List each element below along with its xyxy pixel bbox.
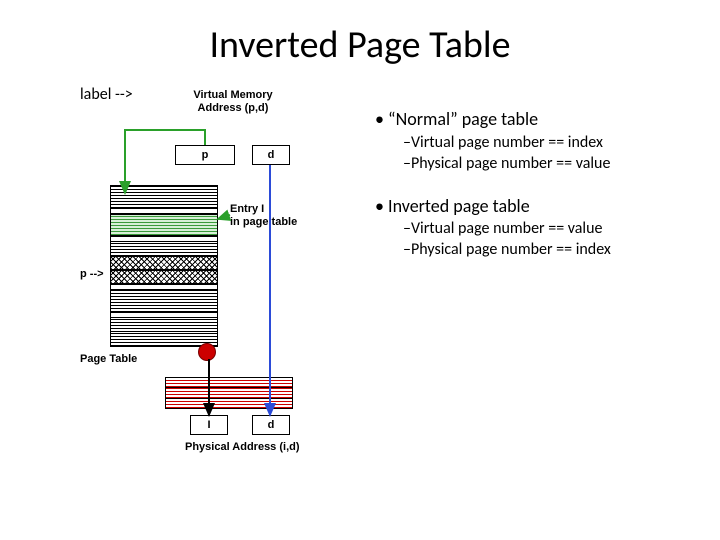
- bullet-inverted-sub2: Physical page number == index: [403, 240, 705, 260]
- arrows-svg: [80, 85, 370, 505]
- slide-title: Inverted Page Table: [0, 22, 720, 68]
- arrow-green: [125, 130, 205, 193]
- bullet-normal-sub1: Virtual page number == index: [403, 133, 705, 153]
- bullet-inverted-heading: Inverted page table: [375, 195, 705, 218]
- bullet-inverted-sub1: Virtual page number == value: [403, 219, 705, 239]
- bullet-normal-heading: “Normal” page table: [375, 108, 705, 131]
- bullet-list: “Normal” page table Virtual page number …: [375, 108, 705, 261]
- bullet-normal-sub2: Physical page number == value: [403, 154, 705, 174]
- diagram: Virtual Memory Address (p,d) p d Entry I…: [80, 85, 370, 505]
- slide: Inverted Page Table “Normal” page table …: [0, 0, 720, 540]
- arrow-green-entry: [218, 215, 230, 219]
